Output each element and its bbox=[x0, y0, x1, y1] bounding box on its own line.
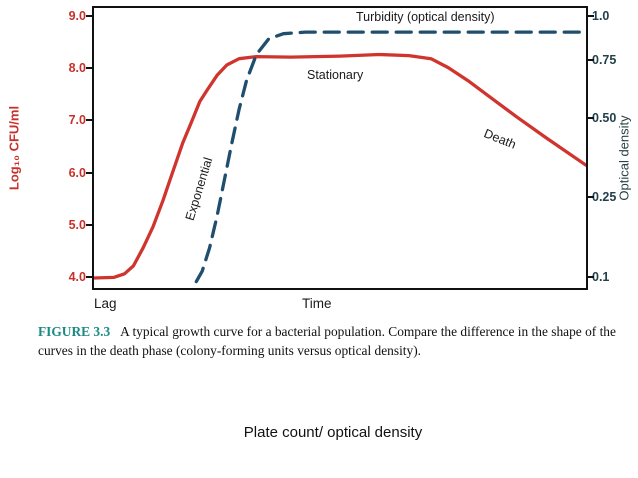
right-axis-tick-label: 0.1 bbox=[592, 270, 610, 284]
right-axis-tick-label: 0.25 bbox=[592, 190, 617, 204]
figure-caption-text: A typical growth curve for a bacterial p… bbox=[38, 324, 616, 359]
plot-area: Turbidity (optical density) Stationary E… bbox=[92, 6, 588, 290]
left-axis-tick-label: 7.0 bbox=[68, 113, 86, 128]
stationary-phase-label: Stationary bbox=[307, 68, 364, 82]
plate-count-curve bbox=[94, 52, 586, 280]
left-axis-tick-label: 8.0 bbox=[68, 61, 86, 76]
axis-tick-mark bbox=[86, 223, 92, 226]
slide-footer-text: Plate count/ optical density bbox=[243, 424, 423, 441]
right-axis-tick-label: 0.50 bbox=[592, 111, 617, 125]
y-axis-left-label: Log₁₀ CFU/ml bbox=[6, 105, 22, 191]
axis-tick-mark bbox=[86, 276, 92, 278]
axis-tick-mark bbox=[588, 59, 594, 61]
plot-curves bbox=[94, 30, 586, 284]
right-axis-tick-label: 0.75 bbox=[592, 53, 617, 67]
left-axis-tick-label: 5.0 bbox=[68, 217, 86, 232]
right-axis-tick-label: 1.0 bbox=[592, 9, 610, 23]
axis-tick-mark bbox=[86, 67, 92, 70]
axis-tick-mark bbox=[588, 117, 594, 119]
lag-phase-label: Lag bbox=[94, 296, 117, 311]
figure-number: FIGURE 3.3 bbox=[38, 324, 111, 339]
left-axis-tick-label: 9.0 bbox=[68, 9, 86, 23]
turbidity-curve bbox=[194, 30, 586, 284]
x-axis-label: Time bbox=[302, 296, 332, 311]
axis-tick-mark bbox=[86, 15, 92, 17]
figure-caption: FIGURE 3.3 A typical growth curve for a b… bbox=[38, 322, 638, 360]
axis-tick-mark bbox=[588, 276, 594, 278]
left-axis-tick-label: 6.0 bbox=[68, 165, 86, 180]
turbidity-curve-label: Turbidity (optical density) bbox=[356, 10, 495, 24]
axis-tick-mark bbox=[588, 15, 594, 17]
axis-tick-mark bbox=[86, 171, 92, 174]
axis-tick-mark bbox=[588, 196, 594, 198]
axis-tick-mark bbox=[86, 119, 92, 122]
y-axis-right-label: Optical density bbox=[616, 115, 632, 201]
left-axis-tick-label: 4.0 bbox=[68, 270, 86, 284]
